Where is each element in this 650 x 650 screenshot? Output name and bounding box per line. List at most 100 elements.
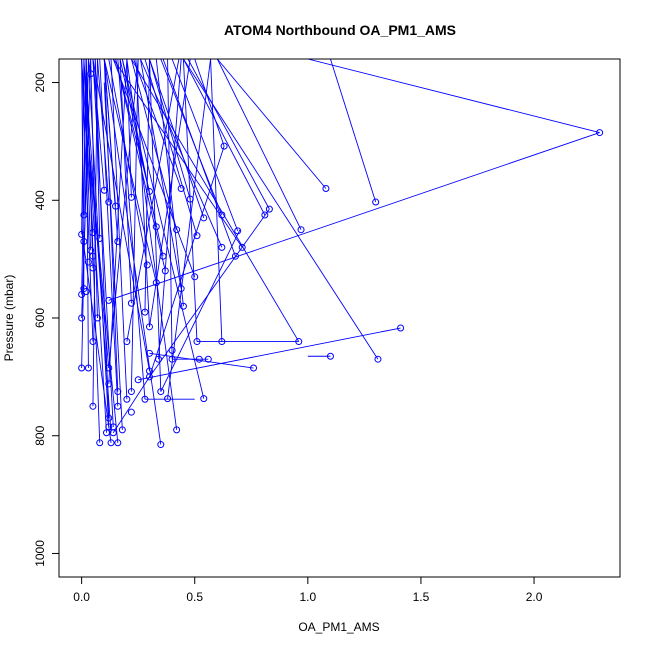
- data-point: [93, 314, 101, 322]
- data-point: [145, 187, 153, 195]
- x-tick-label: 2.0: [526, 590, 543, 604]
- data-point: [114, 439, 122, 447]
- data-point: [297, 226, 305, 234]
- data-point: [105, 296, 113, 304]
- y-axis-label: Pressure (mbar): [2, 275, 16, 362]
- data-point: [179, 302, 187, 310]
- series-line-segment: [99, 59, 119, 407]
- data-point: [218, 243, 226, 251]
- series-line-segment: [112, 59, 196, 277]
- data-point: [195, 355, 203, 363]
- series-line-segment: [92, 59, 150, 372]
- data-point: [250, 364, 258, 372]
- data-point: [234, 227, 242, 235]
- series-line-segment: [217, 59, 327, 189]
- series-line-segment: [85, 59, 101, 443]
- data-point: [105, 423, 113, 431]
- data-point: [231, 252, 239, 260]
- series-line-segment: [108, 132, 600, 301]
- data-point: [89, 338, 97, 346]
- data-point: [105, 364, 113, 372]
- data-point: [173, 426, 181, 434]
- data-point: [157, 388, 165, 396]
- x-axis-label: OA_PM1_AMS: [298, 620, 379, 634]
- data-point: [105, 198, 113, 206]
- series-line-segment: [115, 59, 166, 272]
- series-line-segment: [87, 59, 110, 427]
- series-line-segment: [115, 59, 150, 192]
- data-point: [114, 402, 122, 410]
- series-line-segment: [94, 59, 110, 419]
- data-point: [127, 388, 135, 396]
- data-point: [96, 235, 104, 243]
- data-point: [103, 429, 111, 437]
- data-point: [141, 308, 149, 316]
- series-line-segment: [160, 59, 223, 216]
- series-line-segment: [103, 59, 119, 392]
- data-point: [218, 338, 226, 346]
- series-line-segment: [87, 141, 110, 369]
- data-point: [127, 408, 135, 416]
- data-point: [193, 338, 201, 346]
- x-tick-label: 1.5: [413, 590, 430, 604]
- data-point: [186, 195, 194, 203]
- series-line-segment: [138, 327, 401, 381]
- y-tick-label: 800: [33, 425, 47, 445]
- series-line-segment: [130, 59, 178, 230]
- series-line-segment: [108, 59, 148, 266]
- data-point: [89, 402, 97, 410]
- series-line-segment: [92, 59, 105, 191]
- data-point: [372, 198, 380, 206]
- data-point: [123, 338, 131, 346]
- data-point: [374, 355, 382, 363]
- data-point: [161, 267, 169, 275]
- series-line-segment: [187, 59, 270, 210]
- series-line-segment: [103, 59, 117, 207]
- data-point: [89, 252, 97, 260]
- data-point: [134, 376, 142, 384]
- data-point: [145, 323, 153, 331]
- data-point: [218, 211, 226, 219]
- y-tick-label: 600: [33, 308, 47, 328]
- data-point: [78, 364, 86, 372]
- data-point: [87, 246, 95, 254]
- x-axis: 0.0 0.5 1.0 1.5 2.0: [73, 576, 543, 604]
- series-line-segment: [121, 59, 205, 399]
- data-point: [168, 355, 176, 363]
- data-point: [123, 395, 131, 403]
- series-line-segment: [85, 59, 89, 369]
- data-point: [89, 264, 97, 272]
- data-point: [80, 285, 88, 293]
- data-point: [261, 211, 269, 219]
- data-point: [200, 214, 208, 222]
- series-line-segment: [194, 59, 225, 147]
- series-line-segment: [182, 59, 198, 342]
- data-point: [220, 142, 228, 150]
- data-point: [112, 202, 120, 210]
- series-line-segment: [126, 59, 132, 198]
- data-point: [191, 273, 199, 281]
- data-point: [157, 441, 165, 449]
- series-line-segment: [171, 59, 239, 232]
- series-line-segment: [112, 59, 243, 248]
- series-line-segment: [130, 59, 139, 392]
- data-point: [89, 229, 97, 237]
- data-point: [141, 395, 149, 403]
- data-point: [80, 237, 88, 245]
- data-point: [107, 439, 115, 447]
- data-point: [105, 414, 113, 422]
- data-point: [87, 70, 95, 78]
- series-line-segment: [126, 59, 180, 342]
- data-point: [127, 193, 135, 201]
- series-line-segment: [112, 376, 150, 434]
- data-point: [295, 338, 303, 346]
- series-line-segment: [160, 229, 241, 392]
- series-line-segment: [135, 59, 150, 327]
- series-line-segment: [97, 59, 110, 203]
- data-point: [164, 395, 172, 403]
- series-line-segment: [119, 59, 132, 304]
- data-point: [105, 380, 113, 388]
- series-line-segment: [108, 59, 128, 384]
